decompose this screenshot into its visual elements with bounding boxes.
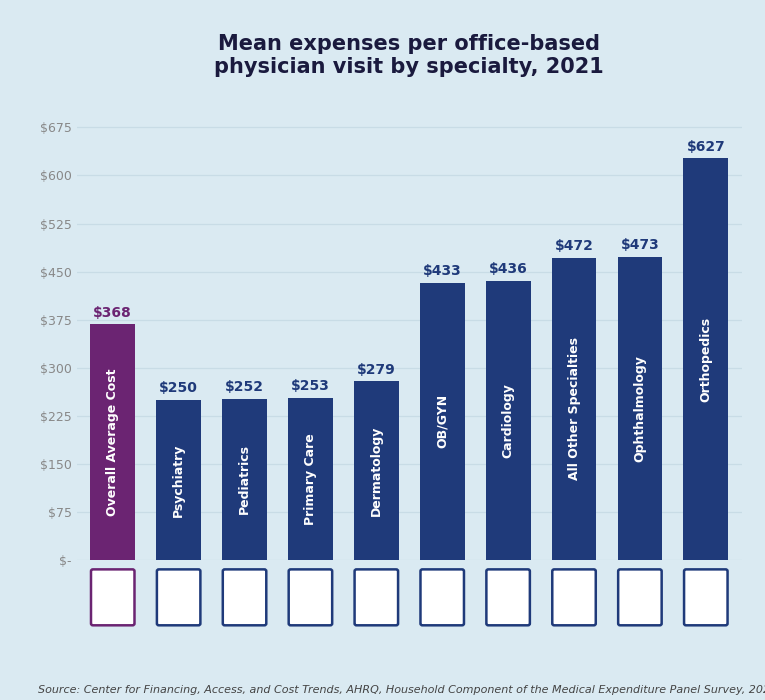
Text: Ophthalmology: Ophthalmology xyxy=(633,355,646,462)
Text: Pediatrics: Pediatrics xyxy=(238,444,251,514)
FancyBboxPatch shape xyxy=(288,569,332,625)
Text: $473: $473 xyxy=(620,239,659,253)
Bar xyxy=(552,258,597,560)
Text: $368: $368 xyxy=(93,306,132,320)
FancyBboxPatch shape xyxy=(684,569,728,625)
Text: Overall Average Cost: Overall Average Cost xyxy=(106,368,119,516)
Text: OB/GYN: OB/GYN xyxy=(436,394,449,448)
Text: $279: $279 xyxy=(357,363,396,377)
Bar xyxy=(288,398,333,560)
FancyBboxPatch shape xyxy=(552,569,596,625)
Bar xyxy=(683,158,728,560)
Bar xyxy=(617,257,662,560)
Text: Cardiology: Cardiology xyxy=(502,383,515,458)
Text: Psychiatry: Psychiatry xyxy=(172,443,185,517)
Text: Orthopedics: Orthopedics xyxy=(699,316,712,402)
Text: $250: $250 xyxy=(159,382,198,395)
Text: $627: $627 xyxy=(686,140,725,154)
Text: All Other Specialties: All Other Specialties xyxy=(568,337,581,480)
FancyBboxPatch shape xyxy=(487,569,530,625)
Text: Primary Care: Primary Care xyxy=(304,433,317,525)
Text: Mean expenses per office-based
physician visit by specialty, 2021: Mean expenses per office-based physician… xyxy=(214,34,604,77)
Bar xyxy=(222,398,267,560)
Text: Source: Center for Financing, Access, and Cost Trends, AHRQ, Household Component: Source: Center for Financing, Access, an… xyxy=(38,685,765,695)
Bar xyxy=(90,324,135,560)
Bar xyxy=(156,400,201,560)
Bar xyxy=(354,382,399,560)
FancyBboxPatch shape xyxy=(618,569,662,625)
Bar xyxy=(486,281,530,560)
FancyBboxPatch shape xyxy=(421,569,464,625)
FancyBboxPatch shape xyxy=(91,569,135,625)
Text: $252: $252 xyxy=(225,380,264,394)
Text: $253: $253 xyxy=(291,379,330,393)
Text: Dermatology: Dermatology xyxy=(369,426,382,516)
FancyBboxPatch shape xyxy=(355,569,398,625)
Bar xyxy=(420,283,464,560)
Text: $433: $433 xyxy=(423,264,461,278)
FancyBboxPatch shape xyxy=(157,569,200,625)
Text: $436: $436 xyxy=(489,262,528,276)
Text: $472: $472 xyxy=(555,239,594,253)
FancyBboxPatch shape xyxy=(223,569,266,625)
